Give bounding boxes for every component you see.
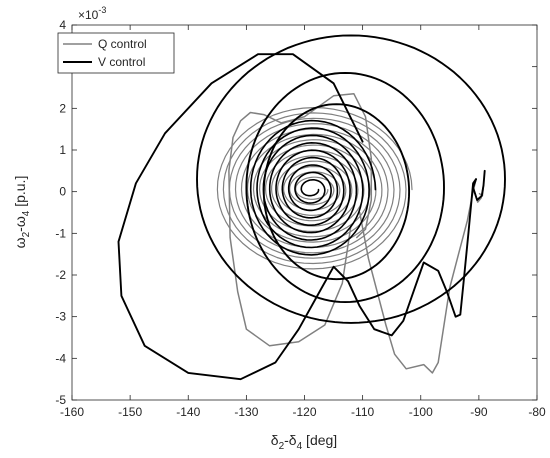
x-tick-label: -160 [60,405,84,419]
plot-frame [71,24,538,401]
ticks-group: -160 -150 -140 -130 -120 -110 -100 -90 -80-5-4-3… [55,18,546,419]
y-tick-label: 4 [59,18,66,32]
legend-box [57,32,175,74]
legend: Q control V control [57,32,175,74]
legend-label-q-control: Q control [98,37,147,51]
v-control-orbit [245,71,445,304]
y-exponent-label: ×10-3 [78,5,106,22]
x-tick-label: -100 [409,405,433,419]
v-control-spiral [249,119,377,256]
x-tick-label: -80 [528,405,546,419]
x-tick-label: -140 [176,405,200,419]
y-tick-label: 1 [59,143,66,157]
y-tick-label: -2 [55,268,66,282]
y-axis-label: ω2-ω4 [p.u.] [12,176,32,249]
y-tick-label: 2 [59,101,66,115]
y-tick-label: -1 [55,226,66,240]
x-tick-label: -120 [292,405,316,419]
x-axis-label: δ2-δ4 [deg] [271,432,337,452]
q-control-trajectory [358,178,477,374]
q-control-trajectory [228,93,373,347]
x-tick-label: -90 [470,405,488,419]
v-control-trajectory [117,53,477,381]
series-layer [117,34,506,381]
y-tick-label: -3 [55,310,66,324]
y-tick-label: -4 [55,351,66,365]
legend-label-v-control: V control [98,55,145,69]
x-tick-label: -130 [234,405,258,419]
plot-area [72,25,537,400]
y-tick-label: 0 [59,185,66,199]
y-tick-label: -5 [55,393,66,407]
x-tick-label: -150 [118,405,142,419]
x-tick-label: -110 [351,405,374,419]
v-control-orbit [196,34,506,324]
v-control-trajectory [472,169,486,201]
